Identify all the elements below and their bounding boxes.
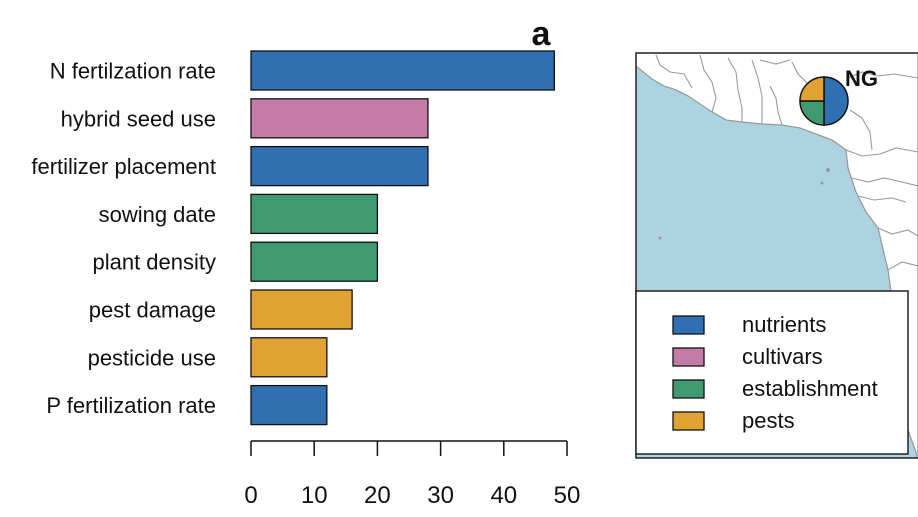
legend-label: pests xyxy=(742,408,795,433)
legend-label: cultivars xyxy=(742,344,823,369)
map-frame xyxy=(635,52,918,459)
country-borders xyxy=(655,54,918,271)
bar xyxy=(250,193,379,235)
bar xyxy=(250,337,328,378)
x-axis: 0 10 20 30 40 50 xyxy=(244,440,581,509)
bar xyxy=(250,289,353,330)
legend: nutrients cultivars establishment pests xyxy=(635,290,909,455)
category-label: plant density xyxy=(92,250,216,275)
category-labels: N fertilzation rate hybrid seed use fertil… xyxy=(31,59,216,419)
bar xyxy=(250,98,429,139)
legend-swatch xyxy=(672,315,705,335)
legend-label: nutrients xyxy=(742,312,826,337)
x-tick-label: 40 xyxy=(490,482,517,509)
legend-swatch xyxy=(672,347,705,367)
region-label: NG xyxy=(845,66,878,91)
region-pie xyxy=(799,76,849,126)
legend-label: establishment xyxy=(742,376,878,401)
pie-slice xyxy=(799,76,825,102)
category-label: hybrid seed use xyxy=(61,106,216,131)
x-tick-label: 30 xyxy=(427,482,454,509)
x-tick-label: 0 xyxy=(244,482,257,509)
x-tick-label: 20 xyxy=(364,482,391,509)
category-label: pesticide use xyxy=(88,345,216,370)
category-label: fertilizer placement xyxy=(31,154,216,179)
category-label: sowing date xyxy=(99,202,216,227)
bar xyxy=(250,241,379,282)
category-label: pest damage xyxy=(89,298,216,323)
panel-label: a xyxy=(532,15,552,53)
bar xyxy=(250,384,328,426)
x-tick-label: 50 xyxy=(554,482,581,509)
legend-swatch xyxy=(672,411,705,431)
pie-slice xyxy=(823,76,849,126)
islands xyxy=(658,168,830,240)
category-label: P fertilization rate xyxy=(46,393,216,418)
pie-slice xyxy=(799,100,825,126)
bars-layer xyxy=(250,50,556,426)
category-label: N fertilzation rate xyxy=(50,59,216,84)
x-tick-label: 10 xyxy=(301,482,328,509)
bar xyxy=(250,50,556,91)
bar xyxy=(250,145,429,187)
legend-swatch xyxy=(672,379,705,399)
